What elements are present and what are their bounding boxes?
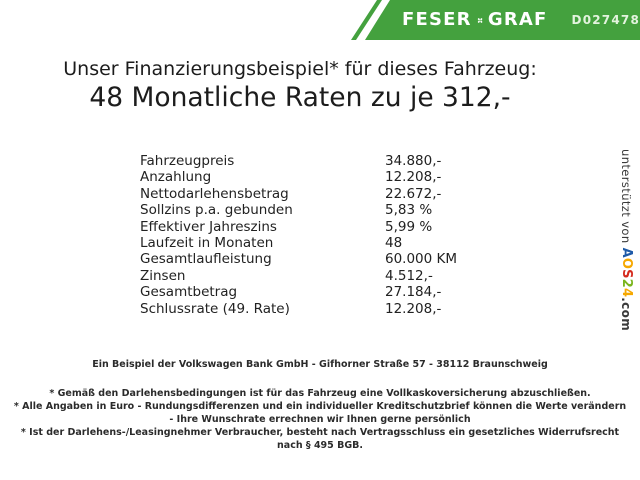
brand-word-feser: FESER <box>402 9 472 30</box>
table-row: Anzahlung 12.208,- <box>140 169 457 185</box>
aos24-logo: AOS24 <box>619 248 634 298</box>
aos24-letter: A <box>619 247 634 258</box>
brand-word-graf: GRAF <box>487 9 548 30</box>
table-row: Laufzeit in Monaten 48 <box>140 235 457 251</box>
aos24-letter: 4 <box>619 287 634 298</box>
row-value: 12.208,- <box>385 169 442 186</box>
row-label: Zinsen <box>140 267 186 284</box>
brand-banner: FESER GRAF D027478 <box>365 0 640 40</box>
table-row: Zinsen 4.512,- <box>140 268 457 284</box>
row-label: Nettodarlehensbetrag <box>140 185 289 202</box>
aos24-letter: 2 <box>619 278 634 288</box>
table-row: Gesamtlaufleistung 60.000 KM <box>140 251 457 267</box>
legal-footer: Ein Beispiel der Volkswagen Bank GmbH - … <box>0 359 640 452</box>
table-row: Schlussrate (49. Rate) 12.208,- <box>140 301 457 317</box>
row-value: 34.880,- <box>385 153 442 169</box>
legal-note: nach § 495 BGB. <box>277 440 363 451</box>
aos24-domain-suffix: .com <box>619 297 633 332</box>
row-value: 4.512,- <box>385 267 433 284</box>
title-subline: Unser Finanzierungsbeispiel* für dieses … <box>63 58 537 80</box>
table-row: Fahrzeugpreis 34.880,- <box>140 153 457 169</box>
row-label: Laufzeit in Monaten <box>140 235 274 252</box>
legal-note: * Alle Angaben in Euro - Rundungsdiffere… <box>13 401 627 412</box>
table-row: Sollzins p.a. gebunden 5,83 % <box>140 202 457 218</box>
row-value: 22.672,- <box>385 185 442 202</box>
row-value: 12.208,- <box>385 300 442 317</box>
legal-note: - Ihre Wunschrate errechnen wir Ihnen ge… <box>169 414 471 425</box>
row-value: 5,99 % <box>385 218 433 235</box>
dealer-code: D027478 <box>571 13 640 27</box>
aos24-letter: S <box>619 269 634 279</box>
bank-address-line: Ein Beispiel der Volkswagen Bank GmbH - … <box>92 359 548 370</box>
row-value: 60.000 KM <box>385 251 458 268</box>
table-row: Nettodarlehensbetrag 22.672,- <box>140 186 457 202</box>
title-mainline: 48 Monatliche Raten zu je 312,- <box>89 82 511 113</box>
row-value: 27.184,- <box>385 284 442 301</box>
row-label: Gesamtlaufleistung <box>140 251 272 268</box>
aos24-letter: O <box>619 257 634 270</box>
row-label: Effektiver Jahreszins <box>140 218 277 235</box>
row-label: Anzahlung <box>140 169 212 186</box>
row-label: Fahrzeugpreis <box>140 153 235 169</box>
legal-note: * Ist der Darlehens-/Leasingnehmer Verbr… <box>20 427 620 438</box>
legal-note: * Gemäß den Darlehensbedingungen ist für… <box>49 388 591 399</box>
table-row: Gesamtbetrag 27.184,- <box>140 284 457 300</box>
legal-notes: * Gemäß den Darlehensbedingungen ist für… <box>0 387 640 452</box>
finance-table: Fahrzeugpreis 34.880,- Anzahlung 12.208,… <box>140 153 457 317</box>
clover-x-icon <box>477 17 483 23</box>
row-label: Sollzins p.a. gebunden <box>140 202 293 219</box>
table-row: Effektiver Jahreszins 5,99 % <box>140 219 457 235</box>
page-title: Unser Finanzierungsbeispiel* für dieses … <box>0 57 600 113</box>
row-value: 48 <box>385 235 403 252</box>
supported-by-text: unterstützt von <box>619 149 633 248</box>
row-value: 5,83 % <box>385 202 433 219</box>
row-label: Gesamtbetrag <box>140 284 238 301</box>
row-label: Schlussrate (49. Rate) <box>140 300 290 317</box>
supported-by-credit: unterstützt von AOS24.com <box>619 149 634 349</box>
